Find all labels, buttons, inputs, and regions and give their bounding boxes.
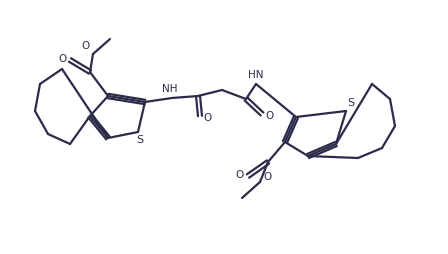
Text: O: O — [204, 113, 212, 123]
Text: O: O — [264, 172, 272, 182]
Text: S: S — [348, 98, 354, 108]
Text: NH: NH — [162, 84, 178, 94]
Text: O: O — [58, 54, 66, 64]
Text: O: O — [236, 170, 244, 180]
Text: S: S — [137, 135, 143, 145]
Text: O: O — [81, 41, 89, 51]
Text: O: O — [266, 111, 274, 121]
Text: HN: HN — [248, 70, 264, 80]
